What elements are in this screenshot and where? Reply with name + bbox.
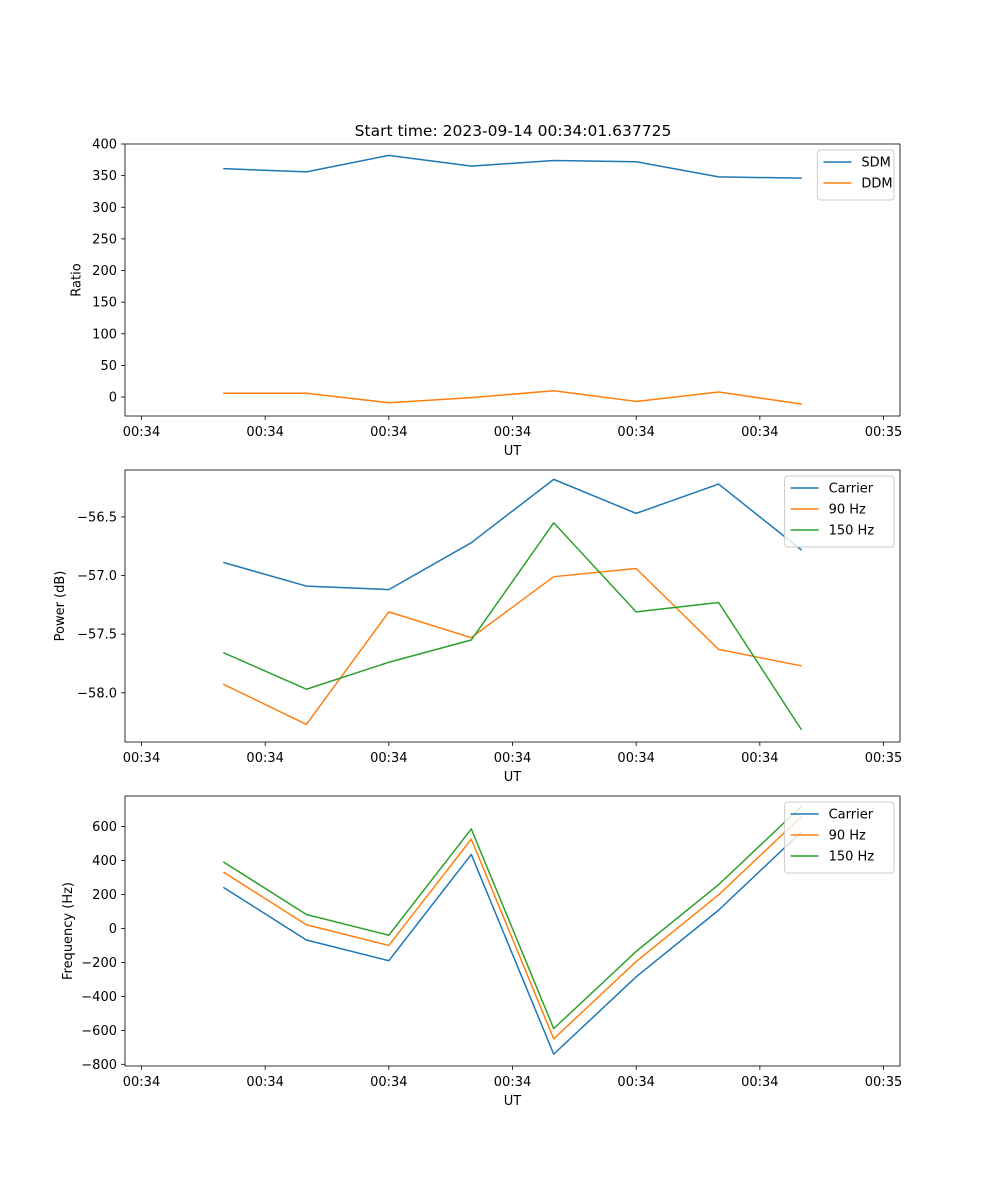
figure-title: Start time: 2023-09-14 00:34:01.637725	[355, 122, 672, 140]
power-x-tick-label: 00:34	[123, 751, 160, 766]
frequency-x-axis-label: UT	[504, 1094, 522, 1109]
power-x-axis-label: UT	[504, 770, 522, 785]
frequency-legend: Carrier 90 Hz 150 Hz	[784, 801, 895, 874]
power-y-tick-label: −58.0	[77, 686, 117, 701]
frequency-series-carrier	[222, 831, 803, 1055]
power-x-tick-label: 00:34	[741, 751, 778, 766]
power-x-tick-label: 00:34	[617, 751, 654, 766]
ratio-y-tick-label: 100	[92, 327, 117, 342]
ratio-y-tick-label: 150	[92, 296, 117, 311]
frequency-series-90-hz	[222, 815, 803, 1040]
ratio-x-tick-label: 00:34	[123, 425, 160, 440]
power-legend-label-90-hz: 90 Hz	[829, 503, 866, 518]
power-x-tick-label: 00:35	[865, 751, 902, 766]
ratio-x-tick-label: 00:34	[741, 425, 778, 440]
frequency-chart: 00:34 00:34 00:34 00:34 00:34 00:34 00:35 −800 −…	[61, 795, 902, 1109]
ratio-series-sdm	[223, 154, 802, 179]
frequency-legend-label-150-hz: 150 Hz	[829, 850, 875, 865]
ratio-legend-label-sdm: SDM	[861, 156, 890, 171]
power-y-tick-label: −56.5	[77, 510, 117, 525]
frequency-series-150-hz	[222, 805, 803, 1030]
frequency-y-axis-label: Frequency (Hz)	[61, 882, 76, 980]
ratio-x-tick-label: 00:34	[370, 425, 407, 440]
ratio-y-axis-label: Ratio	[69, 263, 84, 296]
power-x-tick-label: 00:34	[246, 751, 283, 766]
frequency-x-tick-label: 00:34	[246, 1075, 283, 1090]
ratio-x-tick-label: 00:34	[494, 425, 531, 440]
frequency-x-tick-label: 00:34	[617, 1075, 654, 1090]
power-series-90-hz	[222, 567, 802, 726]
frequency-y-tick-label: −800	[81, 1058, 117, 1073]
ratio-series-ddm	[223, 389, 802, 405]
frequency-x-tick-label: 00:34	[494, 1075, 531, 1090]
power-legend-label-150-hz: 150 Hz	[829, 524, 875, 539]
frequency-x-tick-label: 00:34	[741, 1075, 778, 1090]
ratio-y-tick-label: 300	[92, 201, 117, 216]
ratio-y-tick-label: 50	[100, 359, 117, 374]
ratio-y-tick-label: 250	[92, 232, 117, 247]
power-legend-label-carrier: Carrier	[829, 482, 874, 497]
frequency-y-tick-label: 200	[92, 888, 117, 903]
frequency-legend-label-carrier: Carrier	[829, 808, 874, 823]
frequency-x-tick-label: 00:34	[123, 1075, 160, 1090]
frequency-y-tick-label: 0	[109, 922, 117, 937]
ratio-y-tick-label: 350	[92, 169, 117, 184]
power-y-tick-label: −57.0	[77, 569, 117, 584]
frequency-legend-label-90-hz: 90 Hz	[829, 829, 866, 844]
ratio-chart: 00:34 00:34 00:34 00:34 00:34 00:34 00:35 0 50 10…	[69, 138, 902, 460]
frequency-y-tick-label: −200	[81, 956, 117, 971]
ratio-legend-label-ddm: DDM	[861, 177, 892, 192]
ratio-y-tick-label: 0	[109, 391, 117, 406]
ratio-legend: SDM DDM	[816, 149, 895, 201]
power-y-tick-label: −57.5	[77, 628, 117, 643]
power-chart: 00:34 00:34 00:34 00:34 00:34 00:34 00:35 −58.0…	[53, 469, 902, 785]
power-series-150-hz	[222, 522, 803, 731]
frequency-y-tick-label: 600	[92, 820, 117, 835]
frequency-x-tick-label: 00:35	[865, 1075, 902, 1090]
ratio-y-tick-label: 400	[92, 138, 117, 153]
ratio-x-tick-label: 00:34	[246, 425, 283, 440]
ratio-y-tick-label: 200	[92, 264, 117, 279]
ratio-x-tick-label: 00:35	[865, 425, 902, 440]
power-y-axis-label: Power (dB)	[53, 571, 68, 642]
power-x-tick-label: 00:34	[494, 751, 531, 766]
frequency-y-tick-label: 400	[92, 854, 117, 869]
ratio-x-axis-label: UT	[504, 444, 522, 459]
ratio-x-tick-label: 00:34	[617, 425, 654, 440]
power-legend: Carrier 90 Hz 150 Hz	[784, 475, 895, 548]
frequency-x-tick-label: 00:34	[370, 1075, 407, 1090]
frequency-y-tick-label: −400	[81, 990, 117, 1005]
frequency-y-tick-label: −600	[81, 1024, 117, 1039]
power-x-tick-label: 00:34	[370, 751, 407, 766]
power-series-carrier	[223, 478, 803, 591]
